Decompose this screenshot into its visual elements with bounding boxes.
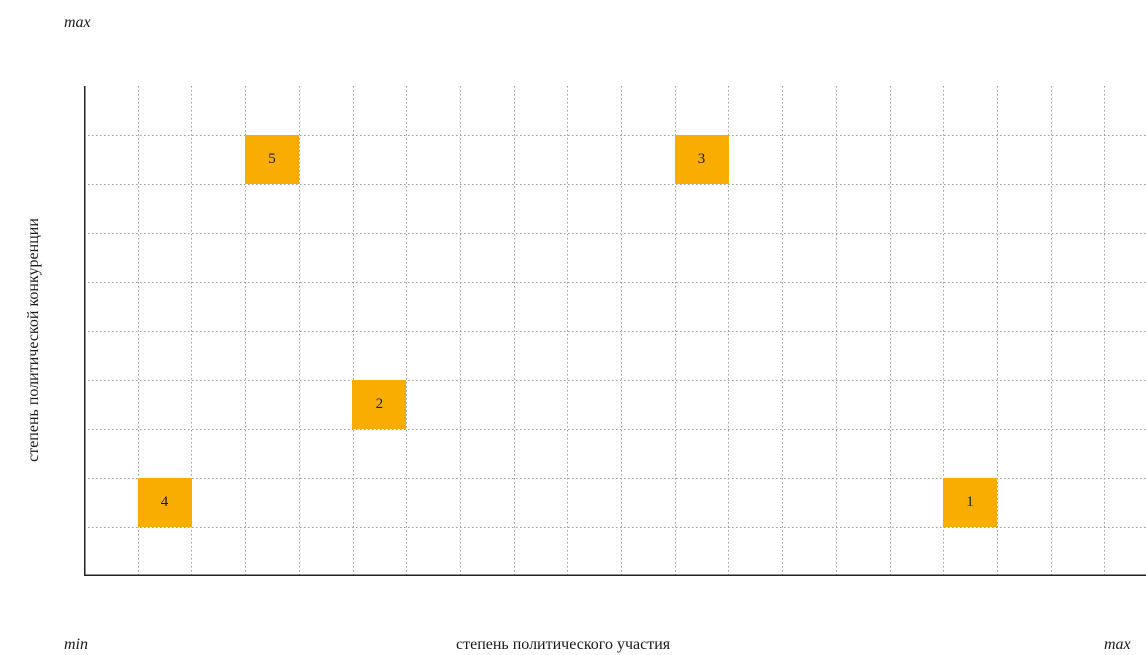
point-marker-2: 2	[352, 380, 407, 429]
point-marker-3: 3	[674, 135, 729, 184]
x-axis-title: степень политического участия	[456, 636, 671, 653]
y-axis-title: степень политической конкуренции	[25, 218, 42, 462]
x-axis-max-label: max	[1104, 636, 1131, 653]
y-axis-max-label: max	[64, 14, 91, 31]
plot-area: 1 2 3 4 5	[84, 86, 1146, 576]
point-marker-1: 1	[943, 478, 998, 527]
x-axis-min-label: min	[64, 636, 88, 653]
point-marker-4: 4	[137, 478, 192, 527]
point-marker-5: 5	[244, 135, 299, 184]
